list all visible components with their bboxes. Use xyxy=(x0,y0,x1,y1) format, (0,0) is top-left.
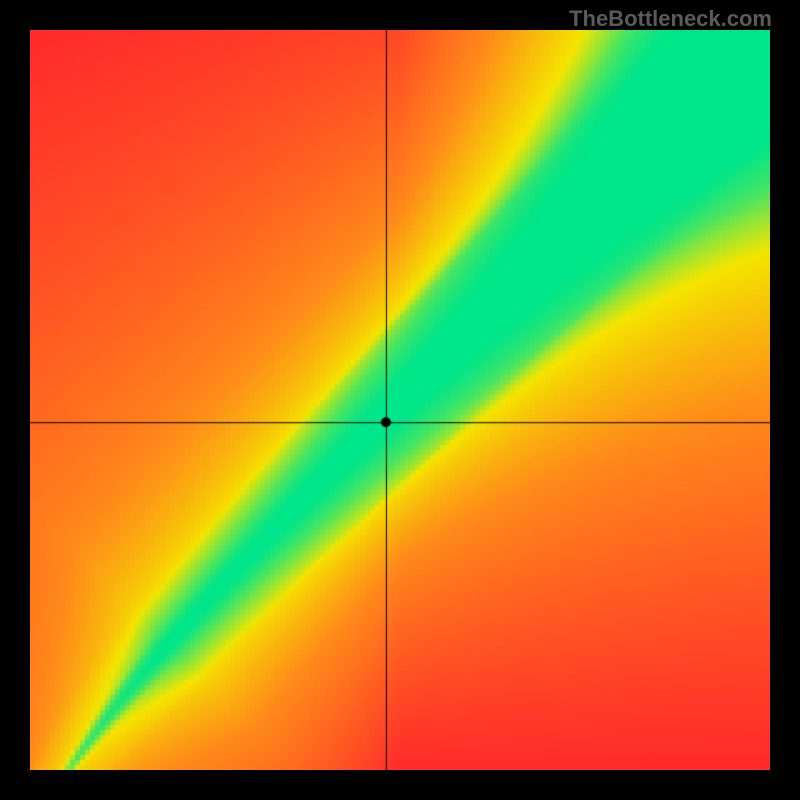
heatmap-canvas xyxy=(30,30,770,770)
chart-container: TheBottleneck.com xyxy=(0,0,800,800)
chart-area xyxy=(30,30,770,770)
watermark-text: TheBottleneck.com xyxy=(569,6,772,32)
